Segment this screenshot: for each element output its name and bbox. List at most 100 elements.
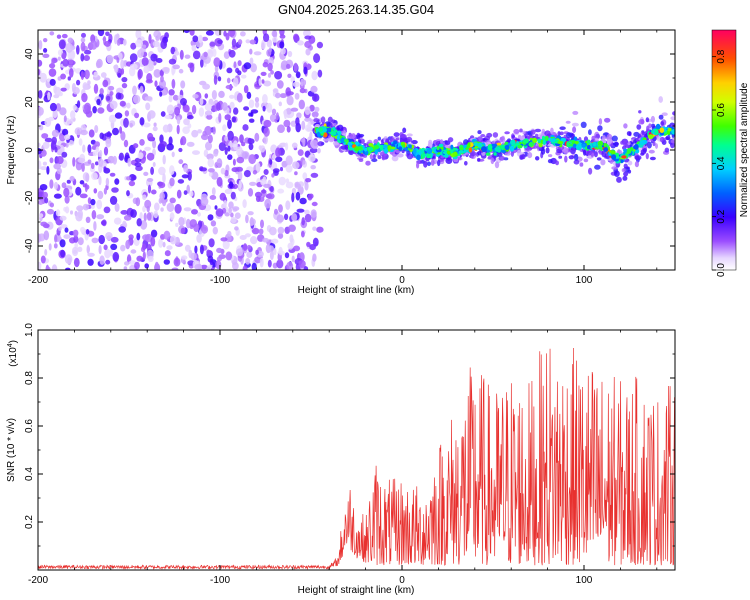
spectrogram-noise-blob — [263, 183, 271, 188]
spectrogram-signal-spread — [665, 135, 671, 141]
spectrogram-noise-blob — [123, 117, 129, 128]
spectrogram-noise-blob — [57, 56, 61, 61]
spectrogram-signal-core — [421, 153, 426, 159]
spectrogram-signal-spread — [636, 124, 642, 130]
spectrogram-noise-blob — [136, 255, 143, 262]
spectrogram-noise-blob — [59, 239, 66, 248]
spectrogram-signal-core — [477, 142, 483, 148]
spectrogram-noise-blob — [304, 40, 312, 49]
spectrogram-noise-blob — [285, 107, 292, 115]
spectrogram-noise-blob — [276, 214, 284, 223]
spectrogram-noise-blob — [85, 229, 90, 235]
spectrogram-noise-blob — [153, 69, 161, 78]
spectrogram-noise-blob — [231, 38, 237, 48]
spectrogram-noise-blob — [148, 33, 152, 44]
spectrogram-signal-core — [436, 145, 440, 151]
spectrogram-noise-blob — [306, 241, 311, 247]
spectrogram-noise-blob — [46, 208, 55, 215]
spectrogram-noise-blob — [285, 91, 294, 96]
x-tick-label: -100 — [210, 575, 230, 586]
spectrogram-noise-blob — [262, 105, 266, 112]
spectrogram-signal-spread — [463, 139, 469, 146]
spectrogram-noise-blob — [270, 70, 274, 75]
spectrogram-noise-blob — [159, 134, 164, 143]
spectrogram-noise-blob — [152, 126, 158, 132]
spectrogram-noise-blob — [60, 249, 66, 258]
spectrogram-noise-blob — [177, 179, 185, 184]
spectrogram-noise-blob — [225, 251, 233, 261]
spectrogram-signal-core — [316, 131, 321, 137]
spectrogram-noise-blob — [221, 102, 228, 111]
spectrogram-noise-blob — [39, 213, 44, 219]
spectrogram-signal-spread — [494, 161, 500, 169]
spectrogram-signal-spread — [664, 147, 670, 153]
spectrogram-noise-blob — [275, 112, 279, 121]
spectrogram-noise-blob — [239, 235, 247, 240]
spectrogram-noise-blob — [95, 161, 99, 166]
spectrogram-signal-spread — [582, 149, 587, 156]
spectrogram-noise-blob — [128, 234, 134, 240]
spectrogram-signal-spread — [381, 155, 386, 161]
spectrogram-signal-spread — [492, 132, 499, 138]
spectrogram-noise-blob — [198, 34, 203, 44]
spectrogram-noise-blob — [160, 111, 166, 117]
spectrogram-noise-blob — [230, 212, 234, 218]
spectrogram-noise-blob — [293, 62, 299, 72]
spectrogram-noise-blob — [91, 172, 98, 181]
spectrogram-noise-blob — [272, 168, 280, 174]
spectrogram-signal-spread — [572, 126, 577, 133]
spectrogram-signal-spread — [611, 166, 618, 170]
spectrogram-noise-blob — [201, 133, 209, 141]
spectrogram-noise-blob — [297, 149, 304, 157]
spectrogram-signal-spread — [627, 141, 631, 146]
spectrogram-signal-core — [473, 142, 479, 147]
spectrogram-noise-blob — [83, 55, 90, 61]
spectrogram-noise-blob — [286, 126, 291, 133]
spectrogram-noise-blob — [191, 209, 198, 215]
spectrogram-signal-core — [579, 140, 585, 144]
spectrogram-noise-blob — [87, 144, 92, 154]
spectrogram-noise-blob — [310, 165, 317, 170]
spectrogram-noise-blob — [269, 186, 274, 193]
spectrogram-noise-blob — [200, 264, 209, 270]
spectrogram-noise-blob — [135, 197, 141, 207]
spectrogram-signal-spread — [573, 159, 580, 165]
spectrogram-noise-blob — [274, 70, 283, 80]
spectrogram-signal-core — [603, 147, 609, 152]
spectrogram-noise-blob — [189, 190, 194, 197]
spectrogram-noise-blob — [76, 205, 84, 212]
spectrogram-signal-core — [541, 135, 545, 141]
spectrogram-noise-blob — [67, 76, 72, 81]
spectrogram-noise-blob — [254, 132, 260, 142]
spectrogram-noise-blob — [154, 80, 158, 87]
spectrogram-noise-blob — [244, 233, 251, 238]
spectrogram-noise-blob — [317, 147, 321, 154]
y-tick-label: 0 — [24, 147, 35, 153]
spectrogram-signal-spread — [586, 150, 592, 156]
snr-marks — [38, 348, 675, 570]
spectrogram-noise-blob — [263, 80, 272, 87]
spectrogram-signal-spread — [362, 154, 367, 158]
spectrogram-noise-blob — [118, 226, 126, 233]
spectrogram-noise-blob — [70, 110, 76, 120]
spectrogram-noise-blob — [38, 124, 44, 131]
spectrogram-noise-blob — [114, 64, 119, 73]
spectrogram-noise-blob — [72, 104, 77, 111]
spectrogram-noise-blob — [105, 31, 110, 37]
spectrogram-noise-blob — [206, 114, 213, 120]
spectrogram-noise-blob — [126, 102, 131, 109]
spectrogram-noise-blob — [61, 52, 67, 60]
spectrogram-noise-blob — [96, 98, 101, 106]
spectrogram-signal-spread — [400, 134, 407, 139]
spectrogram-noise-blob — [42, 141, 50, 149]
spectrogram-noise-blob — [245, 39, 251, 44]
colorbar-gradient — [711, 29, 737, 271]
spectrogram-signal-core — [459, 146, 464, 151]
spectrogram-noise-blob — [271, 36, 278, 43]
spectrogram-noise-blob — [60, 224, 68, 229]
spectrogram-noise-blob — [260, 189, 267, 194]
spectrogram-noise-blob — [51, 264, 58, 270]
spectrogram-noise-blob — [157, 32, 161, 39]
spectrogram-noise-blob — [87, 80, 91, 86]
spectrogram-noise-blob — [201, 224, 209, 234]
